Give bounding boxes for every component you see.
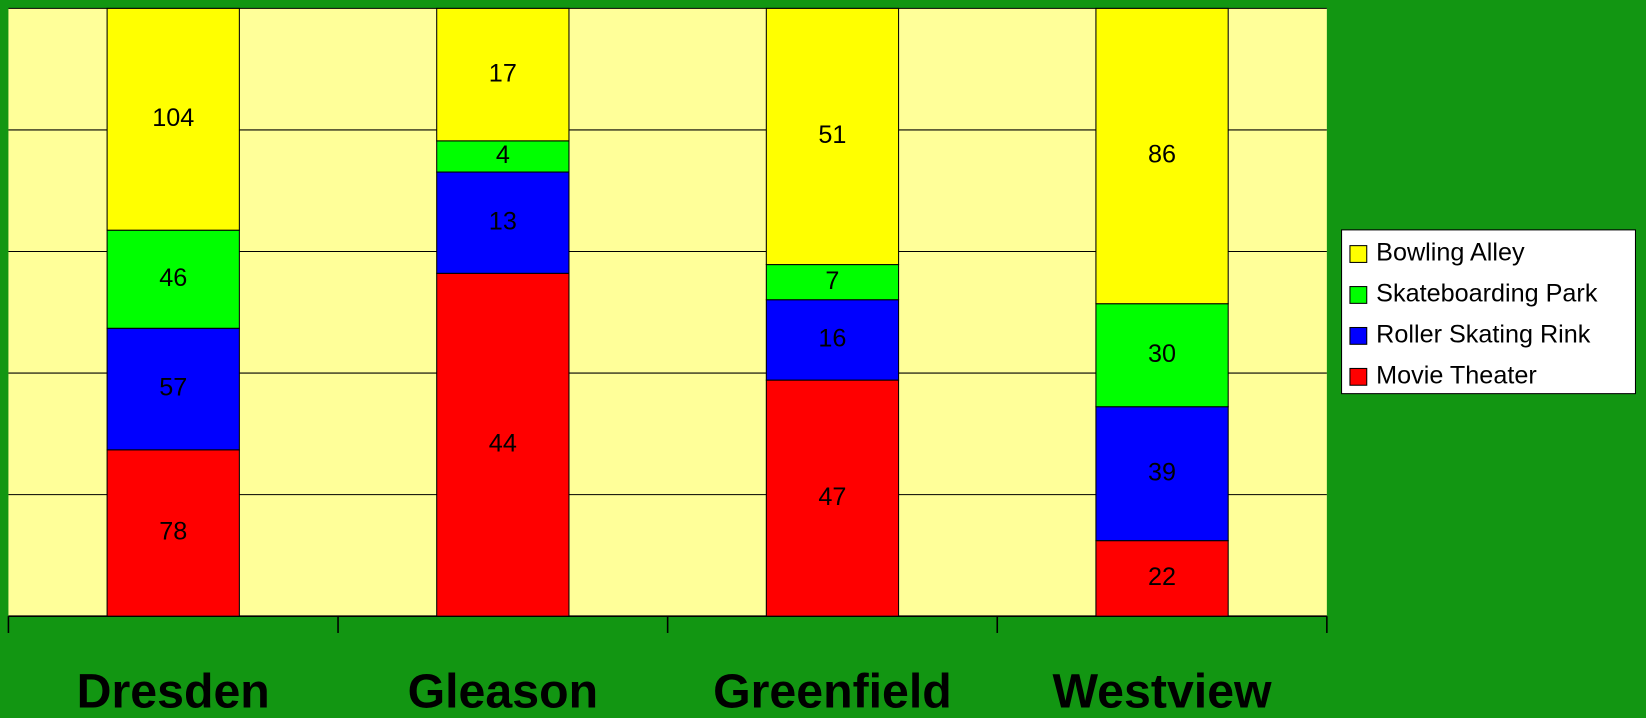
bar-segment <box>436 140 570 173</box>
legend-label: Bowling Alley <box>1376 239 1525 267</box>
legend-label: Movie Theater <box>1376 362 1537 390</box>
data-label: 7 <box>825 267 839 295</box>
bar-segment <box>436 7 570 142</box>
bar-segment <box>1095 7 1229 305</box>
data-label: 57 <box>159 374 187 402</box>
data-label: 22 <box>1148 563 1176 591</box>
data-label: 4 <box>496 141 510 169</box>
legend-label: Skateboarding Park <box>1376 280 1598 308</box>
legend-swatch <box>1349 367 1368 386</box>
bar-segment <box>436 171 570 274</box>
bar-segment <box>765 379 900 617</box>
bar-segment <box>106 7 240 231</box>
data-label: 13 <box>489 207 517 235</box>
data-label: 86 <box>1148 141 1176 169</box>
bar-segment <box>1095 540 1229 617</box>
bar-segment <box>765 7 900 266</box>
bar-segment <box>765 264 900 301</box>
legend-swatch <box>1349 286 1368 304</box>
data-label: 51 <box>818 121 846 149</box>
x-tick-label: Gleason <box>408 665 598 718</box>
data-label: 44 <box>489 429 517 457</box>
data-label: 16 <box>818 325 846 353</box>
bar-segment <box>1095 303 1229 408</box>
legend-swatch <box>1349 326 1368 345</box>
x-tick-label: Dresden <box>77 665 270 718</box>
x-tick-label: Westview <box>1053 665 1273 718</box>
data-label: 30 <box>1148 340 1176 368</box>
x-tick-label: Greenfield <box>713 665 952 718</box>
bar-segment <box>436 272 570 617</box>
data-label: 39 <box>1148 458 1176 486</box>
bar-segment <box>1095 406 1229 542</box>
bar-segment <box>765 299 900 381</box>
data-label: 104 <box>152 104 194 132</box>
legend <box>1341 229 1636 395</box>
legend-swatch <box>1349 245 1368 263</box>
data-label: 17 <box>489 59 517 87</box>
legend-label: Roller Skating Rink <box>1376 321 1591 349</box>
data-label: 78 <box>159 518 187 546</box>
data-label: 47 <box>818 483 846 511</box>
data-label: 46 <box>159 264 187 292</box>
